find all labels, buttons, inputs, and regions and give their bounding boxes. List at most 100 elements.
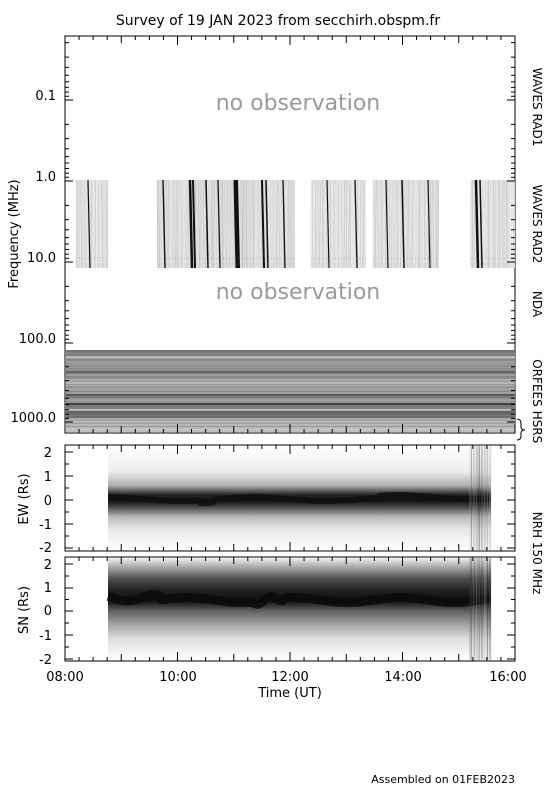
rad2-streak: [489, 179, 491, 269]
rad2-streak: [215, 179, 218, 269]
rad2-streak: [174, 179, 176, 269]
x-tick-label-4: 16:00: [489, 670, 526, 685]
ew-tick-m1: -1: [39, 518, 52, 533]
sn-tick-m2: -2: [39, 653, 52, 668]
rad2-streak: [226, 179, 228, 269]
nrh-sn-panel: 2 1 0 -1 -2 SN (Rs): [17, 556, 516, 668]
no-observation-rad1: no observation: [216, 91, 381, 116]
rad2-streak: [380, 179, 383, 269]
spectrum-panel: no observation no observation 0.1 1.0 10…: [7, 35, 544, 444]
rad2-streak: [80, 179, 82, 269]
x-tick-label-3: 14:00: [384, 670, 421, 685]
rad2-streak: [158, 179, 160, 269]
assembled-footer: Assembled on 01FEB2023: [371, 773, 515, 786]
x-axis-label: Time (UT): [257, 686, 322, 701]
rad2-streak: [411, 179, 414, 269]
rad2-streak: [183, 179, 186, 269]
ew-axis-label: EW (Rs): [17, 473, 32, 524]
side-label-rad2: WAVES RAD2: [530, 185, 544, 264]
rad2-streak: [178, 179, 180, 269]
rad2-streak: [176, 179, 179, 269]
y-tick-label-1: 1.0: [35, 170, 56, 185]
rad2-burst: [217, 179, 221, 269]
rad2-streak: [224, 179, 227, 269]
rad2-streak: [252, 179, 255, 269]
sn-tick-m1: -1: [39, 629, 52, 644]
rad2-burst: [474, 179, 480, 269]
rad2-streak: [209, 179, 211, 269]
rad2-streak: [384, 179, 387, 269]
side-label-nda: NDA: [530, 291, 544, 318]
sn-emission-ridge: [106, 590, 491, 609]
rad2-burst: [87, 179, 91, 269]
rad2-streak: [391, 179, 393, 269]
rad2-burst: [261, 179, 265, 269]
rad2-streak: [292, 179, 295, 269]
rad2-streak: [279, 179, 281, 269]
rad2-burst: [236, 179, 240, 269]
rad2-streak: [76, 179, 78, 269]
rad2-streak: [263, 179, 266, 269]
rad2-streak: [392, 179, 395, 269]
rad2-streak: [213, 179, 215, 269]
rad2-streak: [511, 179, 513, 269]
y-tick-label-2: 10.0: [27, 251, 56, 266]
rad2-burst: [162, 179, 166, 269]
rad2-burst: [192, 179, 196, 269]
rad2-streak: [216, 179, 219, 269]
sn-ticks: [65, 563, 515, 660]
rad2-streak: [435, 179, 437, 269]
rad2-streak: [106, 179, 108, 269]
nrh-ew-panel: 2 1 0 -1 -2 EW (Rs): [17, 444, 516, 556]
rad2-burst: [265, 179, 269, 269]
rad2-streak: [199, 179, 202, 269]
sn-tick-2: 2: [44, 558, 52, 573]
sn-image: [108, 558, 491, 660]
ew-end-striations: [469, 446, 492, 550]
rad2-streak: [495, 179, 497, 269]
rad2-streak: [343, 179, 345, 269]
ew-tick-0: 0: [44, 494, 52, 509]
rad2-streak: [334, 179, 336, 269]
rad2-streak: [198, 179, 200, 269]
x-tick-label-1: 10:00: [159, 670, 196, 685]
nrh-side-label: NRH 150 MHz: [530, 512, 544, 595]
side-label-orfees: ORFEES: [530, 359, 544, 406]
sn-tick-0: 0: [44, 604, 52, 619]
sn-end-striations: [469, 558, 492, 660]
rad2-burst: [205, 179, 209, 269]
rad2-streak: [159, 179, 161, 269]
rad2-streak: [186, 179, 188, 269]
rad2-burst: [188, 179, 194, 269]
rad2-streak: [350, 179, 352, 269]
rad2-streak: [242, 179, 244, 269]
side-label-hsrs: HSRS: [530, 411, 544, 444]
rad2-streak: [257, 179, 260, 269]
rad2-streak: [93, 179, 95, 269]
rad2-streak: [90, 179, 93, 269]
x-tick-label-0: 08:00: [46, 670, 83, 685]
sn-axis-label: SN (Rs): [17, 586, 32, 634]
rad2-streak: [165, 179, 167, 269]
no-observation-nda: no observation: [216, 280, 381, 305]
ew-ticks: [65, 451, 515, 549]
frequency-axis-label: Frequency (MHz): [7, 179, 22, 288]
ew-emission-ridge: [108, 492, 490, 507]
rad2-streak: [486, 179, 489, 269]
rad2-streak: [339, 179, 341, 269]
rad2-streak: [180, 179, 182, 269]
rad2-streak: [377, 179, 379, 269]
rad2-streak: [397, 179, 399, 269]
rad2-streak: [95, 179, 98, 269]
rad2-streak: [310, 179, 312, 269]
sn-tick-1: 1: [44, 581, 52, 596]
rad2-streak: [319, 179, 321, 269]
rad2-streak: [419, 179, 422, 269]
rad2-burst: [354, 179, 358, 269]
rad2-streak: [388, 179, 391, 269]
rad2-streak: [156, 179, 159, 269]
rad2-burst-streaks: [75, 179, 515, 269]
y-tick-label-3: 100.0: [19, 332, 56, 347]
rad2-burst: [401, 179, 405, 269]
